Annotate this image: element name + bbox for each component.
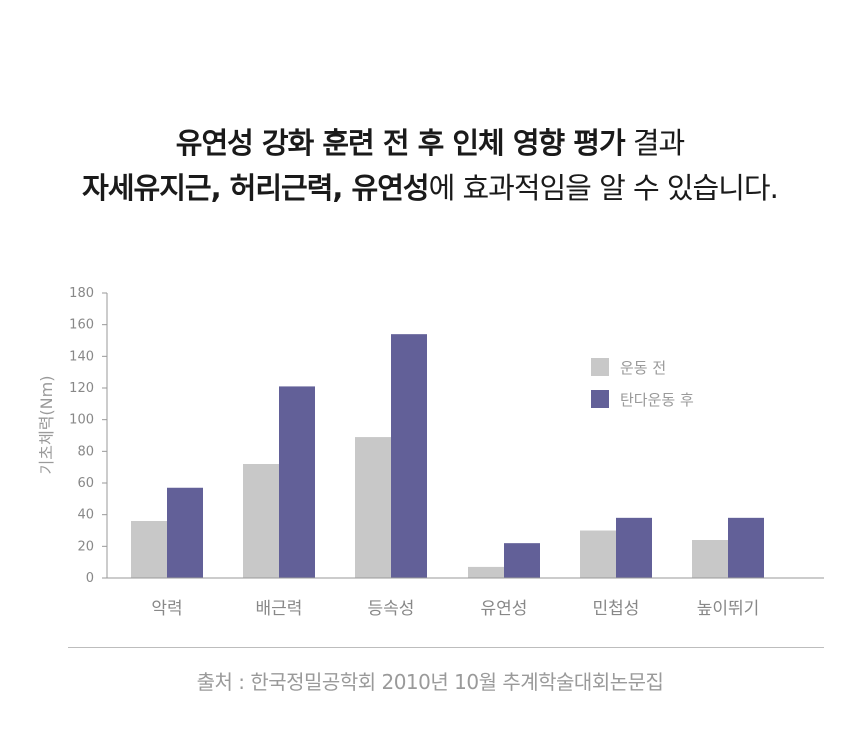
y-tick-label: 0: [86, 571, 94, 586]
legend-swatch: [591, 358, 609, 376]
y-tick-label: 120: [69, 381, 94, 396]
y-tick-label: 20: [77, 539, 94, 554]
y-tick-label: 80: [77, 444, 94, 459]
y-axis-label: 기초체력(Nm): [37, 376, 56, 475]
headline-line-2: 자세유지근, 허리근력, 유연성에 효과적임을 알 수 있습니다.: [0, 165, 860, 207]
bar-after: [728, 517, 764, 578]
bar-chart: 0 20 40 60 80 100 120 140 160 180 악력 배근력 등속성 유연성 민첩성 높…: [37, 286, 824, 619]
legend-label: 운동 전: [620, 359, 666, 377]
x-category-label: 악력: [151, 599, 182, 619]
bar-before: [468, 566, 504, 578]
y-tick-label: 180: [69, 286, 94, 301]
headline-line-2-bold: 자세유지근, 허리근력, 유연성: [82, 171, 429, 205]
x-category-label: 등속성: [368, 599, 415, 619]
y-tick-group: 0 20 40 60 80 100 120 140 160 180: [69, 286, 107, 586]
bar-after: [504, 543, 540, 578]
x-category-label: 유연성: [481, 599, 528, 619]
bar-after: [167, 487, 203, 578]
bar-before: [692, 540, 728, 578]
x-category-label: 배근력: [256, 599, 303, 619]
bar-after: [616, 517, 652, 578]
headline-line-1: 유연성 강화 훈련 전 후 인체 영향 평가 결과: [0, 120, 860, 162]
x-label-group: 악력 배근력 등속성 유연성 민첩성 높이뛰기: [151, 599, 759, 619]
source-note: 출처 : 한국정밀공학회 2010년 10월 추계학술대회논문집: [196, 670, 664, 694]
y-tick-label: 40: [77, 508, 94, 523]
headline-line-2-light: 에 효과적임을 알 수 있습니다.: [428, 171, 779, 205]
bar-before: [131, 521, 167, 578]
headline-line-1-light: 결과: [624, 126, 685, 160]
x-category-label: 민첩성: [593, 599, 640, 619]
y-tick-label: 100: [69, 413, 94, 428]
x-category-label: 높이뛰기: [697, 599, 760, 619]
y-tick-label: 160: [69, 318, 94, 333]
bar-before: [580, 530, 616, 578]
bar-after: [279, 386, 315, 578]
y-tick-label: 140: [69, 349, 94, 364]
headline-line-1-bold: 유연성 강화 훈련 전 후 인체 영향 평가: [175, 126, 626, 160]
bar-before: [243, 464, 279, 578]
bar-after: [391, 334, 427, 578]
y-tick-label: 60: [77, 476, 94, 491]
legend-label: 탄다운동 후: [620, 391, 694, 409]
divider: [68, 647, 824, 648]
bar-group: [131, 334, 764, 578]
bar-before: [355, 437, 391, 578]
legend-swatch: [591, 390, 609, 408]
